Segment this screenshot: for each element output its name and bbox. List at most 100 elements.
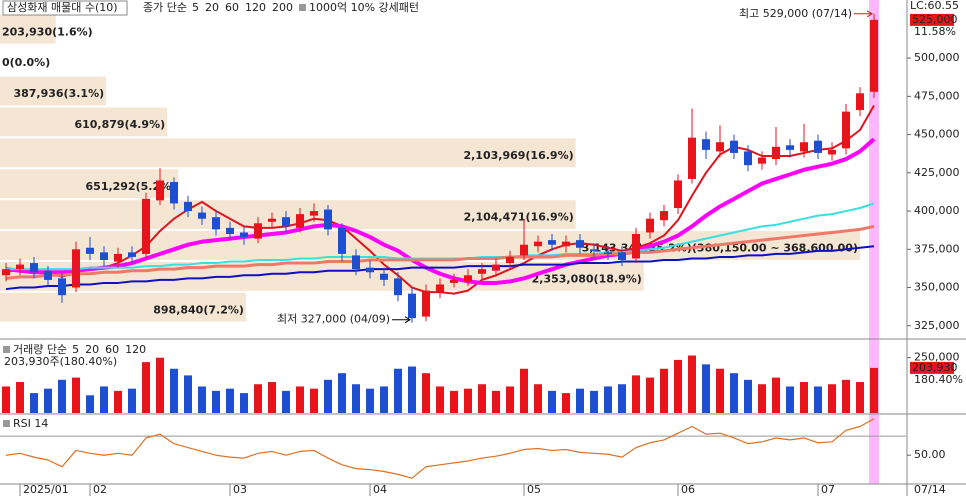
- candle-body: [324, 209, 332, 230]
- y-tick-label: 375,000: [914, 242, 960, 255]
- legend-icon: [298, 4, 306, 11]
- moving-average: [5, 137, 876, 285]
- x-tick-label: 02: [93, 483, 107, 496]
- volume-bar: [702, 364, 710, 413]
- change-label: 11.58%: [914, 25, 956, 38]
- volume-bar: [646, 377, 654, 413]
- volume-bar: [674, 359, 682, 413]
- volume-bar: [198, 386, 206, 413]
- candle-body: [338, 227, 346, 254]
- candle-body: [632, 234, 640, 259]
- candle-body: [562, 241, 570, 247]
- volume-bar: [772, 377, 780, 413]
- volume-bar: [44, 388, 52, 413]
- profile-label: 2,103,969(16.9%): [463, 149, 573, 162]
- profile-band: [0, 107, 168, 137]
- volume-bar: [380, 386, 388, 413]
- profile-label: 2,104,471(16.9%): [464, 211, 574, 224]
- volume-bar: [422, 373, 430, 413]
- candle-body: [814, 140, 822, 153]
- candle-body: [800, 142, 808, 152]
- volume-bar: [86, 395, 94, 413]
- candle-body: [660, 211, 668, 221]
- candle-body: [16, 264, 24, 270]
- volume-bar: [520, 368, 528, 413]
- profile-label: 2,353,080(18.9%): [532, 272, 642, 285]
- volume-bar: [786, 386, 794, 413]
- profile-label: 898,840(7.2%): [153, 303, 244, 316]
- volume-legend-prefix: 거래량 단순: [13, 343, 67, 356]
- y-tick-label: 50.00: [914, 448, 946, 461]
- candle-body: [464, 275, 472, 282]
- candle-body: [548, 240, 556, 245]
- volume-bar: [828, 384, 836, 413]
- volume-bar: [744, 379, 752, 413]
- rsi-legend: RSI 14: [13, 417, 48, 430]
- candle-body: [422, 290, 430, 317]
- profile-label: 651,292(5.2%): [86, 180, 177, 193]
- candle-body: [352, 255, 360, 270]
- candle-body: [506, 256, 514, 264]
- volume-bar: [688, 355, 696, 413]
- moving-average: [6, 202, 875, 271]
- current-volume-box: [910, 361, 954, 374]
- volume-bar: [16, 382, 24, 413]
- current-date-label: 07/14: [914, 483, 946, 496]
- x-tick-label: 07: [821, 483, 835, 496]
- candle-body: [870, 19, 878, 92]
- candle-body: [576, 240, 584, 248]
- volume-bar: [548, 390, 556, 413]
- x-tick-label: 2025/01: [23, 483, 69, 496]
- volume-bar: [800, 382, 808, 413]
- candle-body: [520, 244, 528, 256]
- candle-body: [310, 211, 318, 216]
- volume-bar: [576, 388, 584, 413]
- candle-body: [828, 149, 836, 155]
- volume-bar: [296, 386, 304, 413]
- volume-bar: [590, 390, 598, 413]
- legend-prefix: 종가 단순: [143, 1, 187, 14]
- x-tick-label: 06: [681, 483, 695, 496]
- volume-bar: [226, 388, 234, 413]
- volume-bar: [534, 384, 542, 413]
- y-tick-label: 475,000: [914, 89, 960, 102]
- candle-body: [114, 253, 122, 262]
- candle-body: [282, 217, 290, 227]
- volume-bar: [408, 366, 416, 413]
- high-arrow: [854, 10, 873, 18]
- volume-bar: [856, 382, 864, 413]
- volume-bar: [814, 386, 822, 413]
- candle-body: [268, 218, 276, 222]
- candle-body: [604, 252, 612, 254]
- candle-body: [786, 145, 794, 150]
- candle-body: [86, 247, 94, 254]
- candle-body: [408, 293, 416, 319]
- moving-average: [5, 224, 875, 280]
- legend-entry: 60: [225, 1, 239, 14]
- candle-body: [198, 212, 206, 219]
- candle-body: [478, 269, 486, 274]
- y-tick-label: 350,000: [914, 281, 960, 294]
- volume-bar: [268, 382, 276, 413]
- profile-band: [0, 292, 246, 322]
- profile-band: [0, 14, 56, 44]
- candle-body: [170, 182, 178, 204]
- candle-body: [646, 218, 654, 233]
- legend-entry: 20: [205, 1, 219, 14]
- candle-body: [100, 252, 108, 260]
- y-tick-label: 500,000: [914, 51, 960, 64]
- x-tick-label: 03: [233, 483, 247, 496]
- volume-bar: [436, 386, 444, 413]
- profile-label: 0(0.0%): [2, 56, 50, 69]
- y-tick-label: 400,000: [914, 204, 960, 217]
- y-tick-label: 425,000: [914, 166, 960, 179]
- volume-bar: [464, 388, 472, 413]
- volume-bar: [338, 373, 346, 413]
- volume-bar: [660, 368, 668, 413]
- current-highlight: [869, 0, 879, 484]
- high-annotation: 최고 529,000 (07/14): [739, 7, 852, 20]
- candle-body: [30, 263, 38, 273]
- volume-bar: [72, 377, 80, 413]
- volume-bar: [352, 384, 360, 413]
- volume-bar: [562, 393, 570, 413]
